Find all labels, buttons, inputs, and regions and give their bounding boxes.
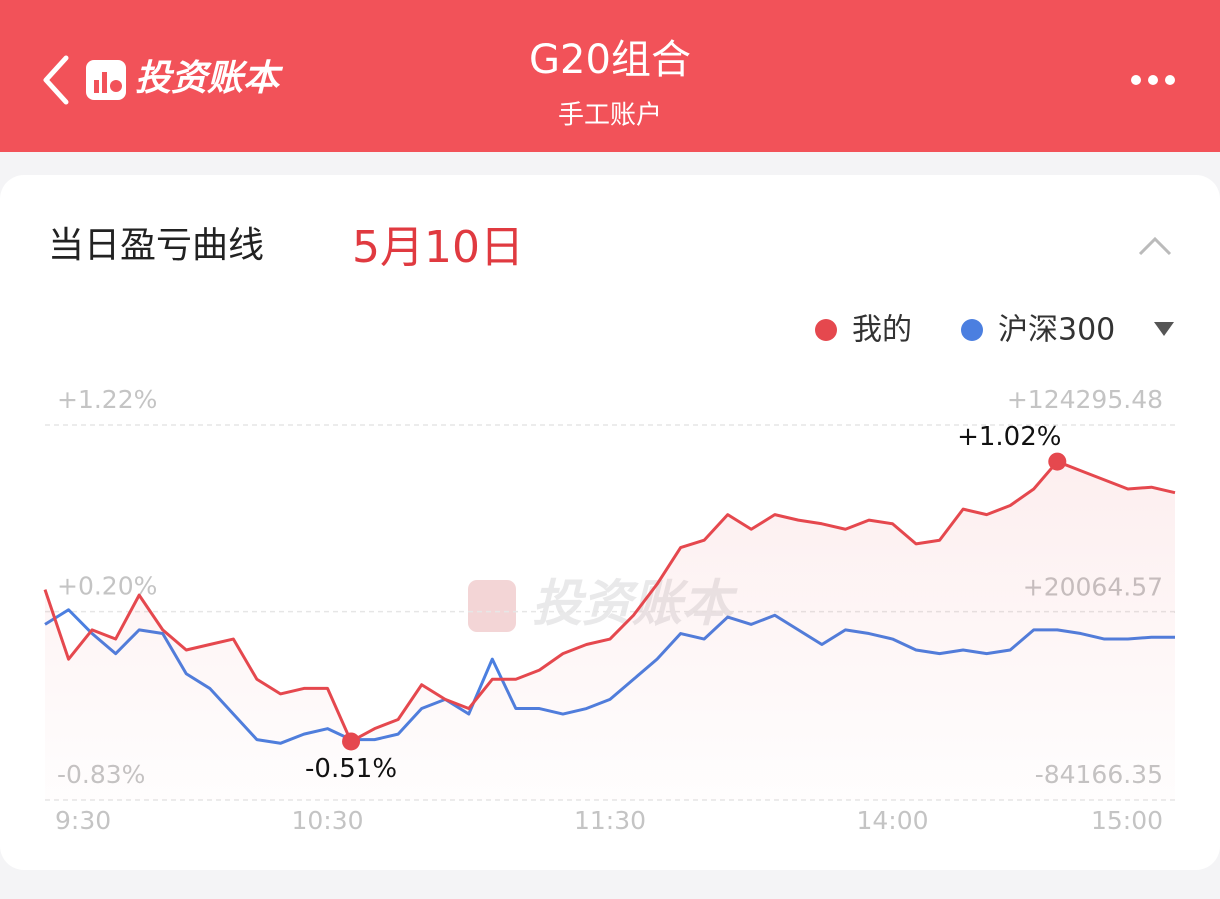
x-tick-label: 10:30: [291, 806, 363, 835]
watermark-icon: [468, 580, 516, 632]
logo-text: 投资账本: [135, 58, 284, 99]
x-tick-label: 11:30: [574, 806, 646, 835]
more-button[interactable]: [1131, 75, 1175, 85]
x-tick-label: 15:00: [1091, 806, 1163, 835]
legend-label: 沪深300: [998, 313, 1115, 348]
extreme-dot: [1048, 452, 1067, 471]
area-fill: [45, 461, 1175, 800]
series-line: [43, 460, 1176, 743]
legend-label: 我的: [852, 313, 912, 348]
page-title: G20组合: [529, 37, 691, 83]
header-bar: [0, 0, 1220, 152]
logo-icon: [86, 60, 126, 100]
extreme-dot: [342, 732, 361, 751]
legend-dropdown[interactable]: [1154, 322, 1174, 336]
legend-swatch: [815, 319, 837, 341]
x-tick-label: 9:30: [55, 806, 111, 835]
card-date[interactable]: 5月10日: [352, 222, 524, 273]
value-label: +1.02%: [957, 422, 1061, 452]
value-label: -0.51%: [305, 754, 397, 784]
card-title: 当日盈亏曲线: [48, 225, 264, 266]
legend-swatch: [961, 319, 983, 341]
collapse-button[interactable]: [1138, 236, 1172, 256]
y2-tick-label: +124295.48: [1007, 385, 1163, 414]
x-tick-label: 14:00: [856, 806, 928, 835]
y-tick-label: +1.22%: [57, 385, 157, 414]
back-button[interactable]: [43, 55, 69, 105]
page-subtitle: 手工账户: [558, 101, 662, 131]
chart: 投资账本-0.83%+0.20%+1.22%-84166.35+20064.57…: [43, 313, 1176, 835]
y-tick-label: +0.20%: [57, 572, 157, 601]
